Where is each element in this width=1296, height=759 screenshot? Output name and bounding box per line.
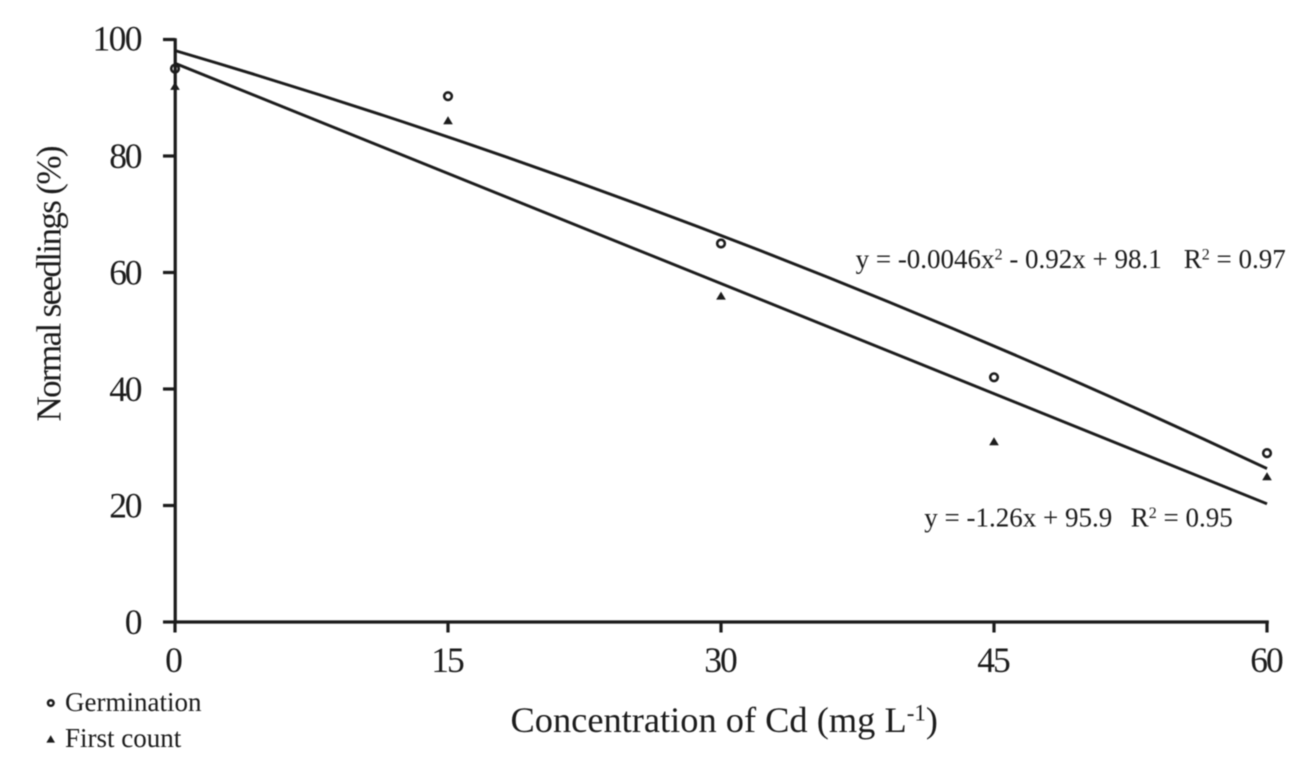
svg-text:45: 45 — [977, 640, 1011, 680]
svg-text:80: 80 — [109, 136, 142, 176]
svg-text:60: 60 — [109, 252, 142, 292]
svg-text:y = -0.0046x2 - 0.92x + 98.1R2: y = -0.0046x2 - 0.92x + 98.1 R2 = 0.97 — [856, 244, 1286, 274]
svg-text:0: 0 — [165, 640, 183, 680]
svg-text:Normal seedlings (%): Normal seedlings (%) — [30, 146, 69, 422]
svg-text:40: 40 — [109, 369, 142, 409]
svg-text:20: 20 — [109, 485, 142, 525]
svg-text:First count: First count — [65, 723, 182, 753]
svg-text:y = -1.26x + 95.9R2 = 0.95: y = -1.26x + 95.9 R2 = 0.95 — [924, 503, 1232, 533]
svg-text:100: 100 — [93, 18, 143, 58]
svg-text:30: 30 — [704, 640, 738, 680]
svg-text:0: 0 — [125, 602, 143, 642]
svg-text:60: 60 — [1250, 640, 1284, 680]
svg-text:15: 15 — [431, 640, 465, 680]
svg-text:Germination: Germination — [65, 687, 202, 717]
svg-text:Concentration of Cd (mg L-1): Concentration of Cd (mg L-1) — [511, 700, 938, 740]
